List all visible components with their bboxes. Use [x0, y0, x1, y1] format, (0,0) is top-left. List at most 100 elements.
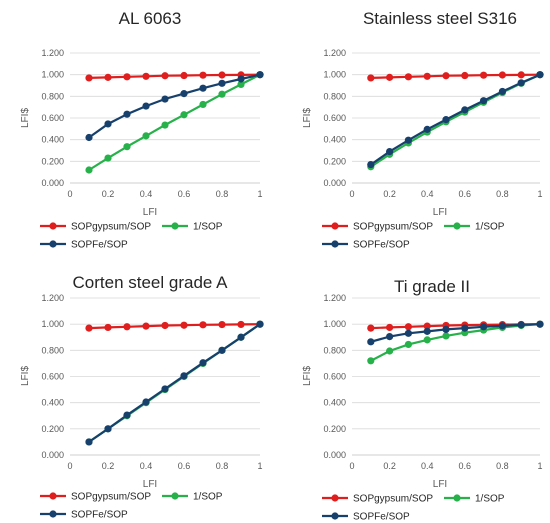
series-line [370, 73, 541, 166]
x-tick-label: 1 [537, 461, 542, 471]
data-point [237, 320, 245, 329]
data-point [461, 106, 469, 114]
chart-title: Stainless steel S316 [363, 9, 517, 28]
data-point [85, 166, 93, 174]
data-point [218, 90, 226, 98]
data-point [218, 79, 226, 87]
data-point [218, 346, 226, 354]
y-tick-label: 0.000 [323, 178, 346, 188]
data-point [199, 71, 207, 79]
data-point [442, 332, 450, 340]
y-tick-label: 0.000 [41, 450, 64, 460]
data-point [104, 425, 112, 433]
data-point [404, 329, 412, 337]
data-point [367, 74, 375, 82]
x-tick-label: 0 [67, 461, 72, 471]
legend-entry: SOPgypsum/SOP [322, 222, 433, 233]
y-tick-label: 0.800 [41, 91, 64, 101]
x-tick-label: 0 [349, 461, 354, 471]
y-tick-label: 0.200 [323, 156, 346, 166]
x-tick-label: 0.2 [102, 189, 115, 199]
y-tick-label: 0.800 [323, 345, 346, 355]
data-point [123, 411, 131, 419]
legend-label: SOPFe/SOP [71, 240, 128, 251]
legend-swatch-marker [49, 222, 57, 230]
data-point [536, 320, 544, 328]
chart-panel-1: AL 6063 0.000 0.200 0.400 0.600 0.800 1.000 1.2… [20, 9, 264, 251]
data-point [161, 95, 169, 103]
data-point [386, 347, 394, 355]
data-point [442, 116, 450, 124]
data-point [442, 325, 450, 333]
y-axis-label: LFI$ [302, 108, 313, 128]
data-point [480, 323, 488, 331]
chart-panel-4: Ti grade II 0.000 0.200 0.400 0.600 0.800 1.00… [302, 277, 544, 523]
series-line [370, 323, 541, 343]
data-point [517, 321, 525, 329]
x-tick-label: 1 [257, 461, 262, 471]
data-point [367, 160, 375, 169]
legend-swatch-marker [171, 222, 179, 230]
y-tick-label: 1.000 [323, 70, 346, 80]
legend-label: SOPgypsum/SOP [71, 222, 151, 233]
data-point [104, 120, 112, 128]
y-tick-label: 0.600 [323, 113, 346, 123]
x-axis-label: LFI [433, 479, 447, 490]
x-tick-label: 0.4 [421, 189, 434, 199]
x-tick-label: 0.8 [496, 189, 509, 199]
data-point [237, 75, 245, 83]
data-point [142, 132, 150, 140]
series-line [370, 73, 541, 168]
y-tick-label: 1.000 [41, 319, 64, 329]
series-sopfe-sop [367, 71, 544, 169]
data-point [423, 72, 431, 80]
x-tick-label: 0.2 [102, 461, 115, 471]
x-tick-label: 0.6 [459, 461, 472, 471]
data-point [386, 323, 394, 332]
x-tick-label: 0.8 [216, 461, 229, 471]
data-point [256, 320, 264, 328]
data-point [142, 398, 150, 406]
series-line [88, 323, 261, 330]
legend-entry: SOPFe/SOP [40, 240, 128, 251]
y-tick-label: 0.800 [323, 91, 346, 101]
legend-entry: 1/SOP [162, 222, 223, 233]
series-sopfe-sop [85, 320, 264, 446]
data-point [123, 143, 131, 151]
y-tick-label: 0.400 [323, 398, 346, 408]
data-point [199, 321, 207, 329]
x-tick-label: 0.6 [178, 189, 191, 199]
data-point [104, 154, 112, 162]
legend-entry: SOPgypsum/SOP [322, 494, 433, 505]
data-point [256, 71, 264, 79]
y-tick-label: 0.800 [41, 345, 64, 355]
legend-label: 1/SOP [475, 222, 505, 233]
data-point [404, 323, 412, 331]
data-point [423, 327, 431, 335]
series-sopgypsum-sop [85, 320, 264, 332]
data-point [461, 71, 469, 80]
data-point [442, 72, 450, 80]
y-tick-label: 0.400 [323, 135, 346, 145]
legend-label: SOPFe/SOP [353, 240, 410, 251]
x-axis-label: LFI [143, 479, 157, 490]
y-tick-label: 0.000 [41, 178, 64, 188]
y-axis-label: LFI$ [20, 108, 31, 128]
series-line [88, 73, 261, 79]
data-point [180, 90, 188, 98]
legend-label: SOPgypsum/SOP [353, 494, 433, 505]
series-line [88, 73, 261, 139]
y-tick-label: 0.600 [323, 372, 346, 382]
legend-label: SOPFe/SOP [71, 510, 128, 521]
series-sopfe-sop [85, 71, 264, 142]
y-tick-label: 0.400 [41, 398, 64, 408]
y-tick-label: 0.600 [41, 113, 64, 123]
legend-entry: SOPgypsum/SOP [40, 222, 151, 233]
data-point [104, 73, 112, 81]
data-point [123, 73, 131, 81]
data-point [386, 73, 394, 81]
y-tick-label: 1.200 [41, 293, 64, 303]
data-point [480, 97, 488, 105]
data-point [104, 323, 112, 332]
data-point [423, 322, 431, 330]
